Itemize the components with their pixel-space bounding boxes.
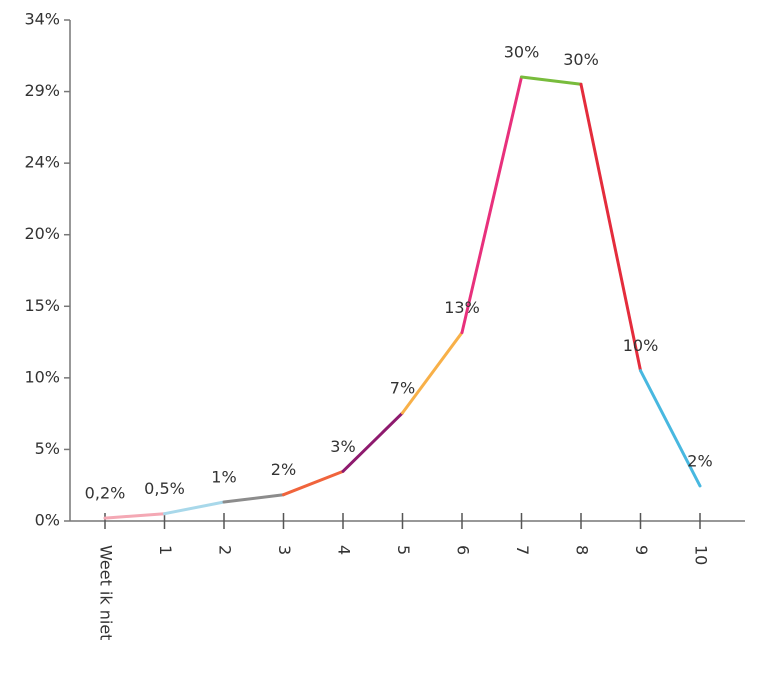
y-tick-label: 29% bbox=[24, 81, 60, 100]
line-segment bbox=[579, 82, 642, 373]
line-segment bbox=[222, 493, 285, 504]
data-label: 13% bbox=[444, 298, 480, 317]
data-label: 0,2% bbox=[85, 484, 126, 503]
x-tick-label: 7 bbox=[513, 545, 532, 555]
x-tick-label: 5 bbox=[394, 545, 413, 555]
y-tick-label: 24% bbox=[24, 153, 60, 172]
y-tick-label: 5% bbox=[35, 439, 60, 458]
y-tick-label: 15% bbox=[24, 296, 60, 315]
line-segment bbox=[341, 411, 404, 473]
data-label: 1% bbox=[211, 468, 236, 487]
x-tick-label: 4 bbox=[335, 545, 354, 555]
y-tick-label: 34% bbox=[24, 10, 60, 29]
y-tick-label: 10% bbox=[24, 367, 60, 386]
data-label: 2% bbox=[271, 460, 296, 479]
line-segment bbox=[520, 75, 583, 86]
x-tick-label: 1 bbox=[156, 545, 175, 555]
data-label: 3% bbox=[330, 437, 355, 456]
line-segment bbox=[103, 512, 166, 520]
data-label: 7% bbox=[390, 378, 415, 397]
line-segment bbox=[639, 369, 702, 488]
x-tick-label: 6 bbox=[454, 545, 473, 555]
x-tick-label: 8 bbox=[573, 545, 592, 555]
line-segment bbox=[401, 331, 464, 415]
x-tick-label: 9 bbox=[632, 545, 651, 555]
x-tick-label: 3 bbox=[275, 545, 294, 555]
y-tick-label: 20% bbox=[24, 224, 60, 243]
line-segment bbox=[282, 469, 345, 497]
line-segment bbox=[460, 75, 523, 335]
y-tick-label: 0% bbox=[35, 511, 60, 530]
data-label: 30% bbox=[504, 42, 540, 61]
data-label: 0,5% bbox=[144, 479, 185, 498]
x-tick-label: 2 bbox=[216, 545, 235, 555]
x-tick-label: Weet ik niet bbox=[97, 545, 116, 640]
line-segment bbox=[163, 500, 226, 516]
x-tick-label: 10 bbox=[692, 545, 711, 565]
data-label: 10% bbox=[623, 336, 659, 355]
data-label: 30% bbox=[563, 50, 599, 69]
data-label: 2% bbox=[687, 451, 712, 470]
